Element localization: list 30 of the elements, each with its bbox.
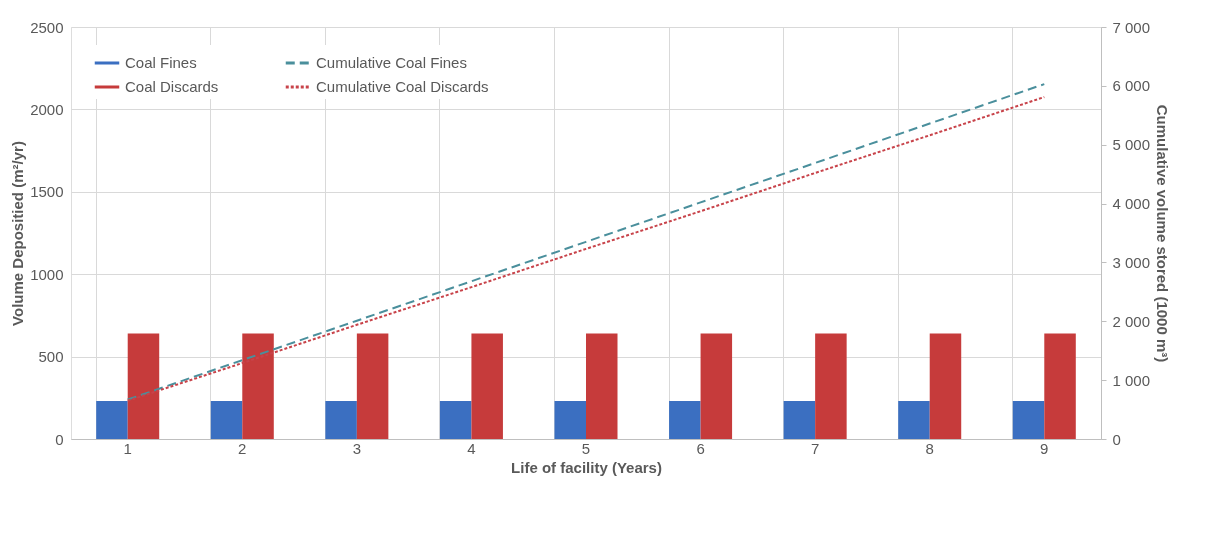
y2-tick-label: 0 bbox=[1112, 430, 1121, 448]
y-tick-label: 1000 bbox=[30, 265, 64, 283]
x-tick-label: 9 bbox=[1040, 439, 1049, 457]
y-tick-label: 0 bbox=[55, 430, 64, 448]
y2-tick-label: 2 000 bbox=[1112, 312, 1151, 330]
x-tick-label: 2 bbox=[238, 439, 247, 457]
y2-axis-title: Cumulative volume stored (1000 m³) bbox=[1154, 104, 1172, 363]
y2-tick-label: 7 000 bbox=[1112, 18, 1151, 36]
y2-tick-label: 4 000 bbox=[1112, 195, 1151, 213]
y2-tick-label: 5 000 bbox=[1112, 136, 1151, 154]
legend-label: Cumulative Coal Fines bbox=[316, 54, 467, 71]
legend-label: Coal Discards bbox=[125, 78, 219, 95]
x-tick-label: 1 bbox=[123, 439, 132, 457]
y-tick-label: 2000 bbox=[30, 100, 64, 118]
legend-label: Cumulative Coal Discards bbox=[316, 78, 489, 95]
y2-tick-label: 1 000 bbox=[1112, 371, 1151, 389]
legend-label: Coal Fines bbox=[125, 54, 197, 71]
y-axis-title: Volume Depositied (m²/yr) bbox=[9, 141, 27, 326]
y-tick-label: 2500 bbox=[30, 18, 64, 36]
y2-tick-label: 3 000 bbox=[1112, 253, 1151, 271]
x-tick-label: 8 bbox=[925, 439, 934, 457]
y-tick-label: 500 bbox=[38, 348, 64, 366]
y2-tick-label: 6 000 bbox=[1112, 77, 1151, 95]
x-tick-label: 5 bbox=[581, 439, 591, 457]
y-tick-label: 1500 bbox=[30, 183, 64, 201]
x-tick-label: 7 bbox=[810, 439, 820, 457]
x-tick-label: 6 bbox=[696, 439, 705, 457]
x-tick-label: 3 bbox=[352, 439, 362, 457]
x-axis-title: Life of facility (Years) bbox=[511, 458, 662, 476]
x-tick-label: 4 bbox=[467, 439, 476, 457]
